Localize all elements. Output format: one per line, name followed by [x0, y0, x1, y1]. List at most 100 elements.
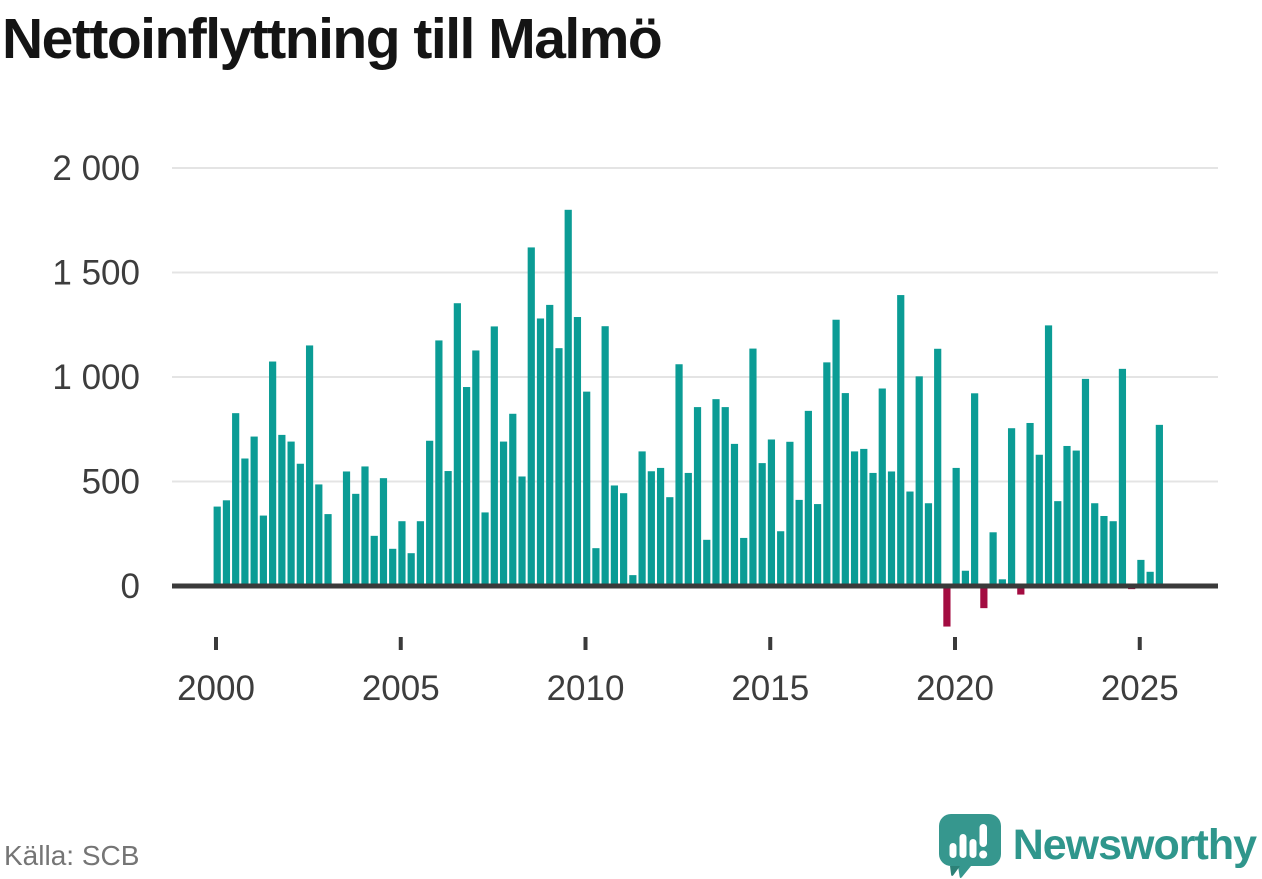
source-note: Källa: SCB [4, 840, 140, 871]
bar-positive [749, 348, 757, 586]
chart-title: Nettoinflyttning till Malmö [2, 7, 663, 71]
bar-negative [943, 586, 951, 627]
bar-positive [777, 531, 785, 586]
bar-negative [980, 586, 988, 609]
bar-positive [675, 364, 683, 586]
bar-positive [1081, 378, 1090, 586]
x-axis-tick [583, 637, 588, 650]
gridline [172, 271, 1218, 274]
bar-positive [832, 319, 840, 586]
y-axis-tick-label: 1 500 [52, 254, 140, 293]
newsworthy-logo-icon [938, 814, 1001, 878]
bar-positive [370, 535, 378, 586]
x-axis-tick [398, 637, 403, 650]
bar-positive [352, 493, 360, 586]
bar-positive [989, 532, 997, 586]
bar-positive [259, 515, 267, 586]
bar-positive [546, 304, 554, 586]
bar-positive [527, 247, 535, 587]
bar-positive [998, 579, 1006, 586]
bar-positive [721, 407, 729, 586]
bar-positive [1026, 422, 1034, 586]
bar-positive [472, 350, 480, 586]
bar-positive [241, 458, 249, 586]
bar-positive [222, 500, 231, 586]
bar-positive [814, 504, 822, 586]
bar-positive [416, 521, 425, 586]
bar-positive [703, 539, 711, 586]
bar-positive [1146, 571, 1154, 586]
x-axis-tick-label: 2025 [1101, 669, 1179, 708]
bar-positive [869, 472, 877, 586]
bar-positive [601, 326, 609, 586]
x-axis-tick-label: 2020 [916, 669, 994, 708]
bar-positive [324, 514, 332, 586]
bar-positive [620, 493, 628, 586]
bar-positive [906, 491, 914, 586]
x-axis-tick-label: 2000 [177, 669, 255, 708]
newsworthy-logo: Newsworthy [937, 812, 1257, 878]
bar-positive [712, 399, 720, 586]
bar-positive [915, 376, 923, 586]
bar-positive [823, 362, 831, 586]
bar-positive [897, 295, 905, 586]
bar-positive [592, 548, 600, 586]
bar-positive [1155, 424, 1163, 586]
x-axis-tick [1137, 637, 1142, 650]
bar-positive [656, 467, 665, 586]
y-axis-tick-label: 0 [121, 567, 140, 606]
bar-positive [730, 443, 739, 586]
x-axis-line [172, 583, 1218, 589]
bar-positive [518, 476, 526, 586]
bar-positive [444, 471, 452, 586]
bar-positive [555, 348, 563, 586]
bar-positive [426, 440, 434, 586]
bar-positive [693, 407, 702, 586]
bar-positive [1044, 325, 1053, 586]
bar-positive [398, 521, 406, 586]
bar-positive [499, 441, 508, 586]
bar-positive [629, 575, 637, 586]
bar-positive [1091, 503, 1099, 586]
bar-positive [952, 467, 960, 586]
bar-positive [1007, 428, 1016, 586]
bar-positive [481, 512, 489, 586]
bar-positive [296, 463, 304, 587]
bar-positive [1063, 445, 1071, 586]
x-axis-tick [214, 637, 218, 650]
bar-positive [961, 570, 969, 586]
bar-positive [786, 441, 794, 586]
bar-negative [1017, 586, 1025, 595]
bar-positive [305, 345, 314, 586]
x-axis-tick [953, 637, 957, 650]
bar-positive [804, 410, 812, 586]
bar-positive [610, 485, 618, 586]
bar-positive [887, 471, 896, 586]
bar-positive [666, 497, 674, 587]
bar-positive [934, 348, 942, 586]
bar-positive [342, 471, 351, 586]
bar-positive [767, 439, 776, 586]
bar-positive [213, 506, 221, 586]
y-axis-tick-label: 1 000 [52, 358, 140, 397]
bar-positive [250, 436, 258, 586]
bar-positive [924, 503, 933, 586]
bar-positive [315, 484, 323, 586]
bar-positive [878, 388, 886, 586]
bar-positive [1072, 450, 1080, 586]
bar-positive [573, 317, 582, 586]
bar-positive [971, 393, 979, 586]
bar-positive [1137, 559, 1145, 587]
bar-positive [453, 303, 461, 586]
bar-positive [638, 451, 646, 586]
bar-positive [860, 448, 868, 586]
bar-positive [841, 393, 849, 586]
bar-positive [232, 413, 240, 586]
y-axis-tick-label: 2 000 [52, 149, 140, 188]
bar-positive [490, 326, 498, 586]
newsworthy-wordmark: Newsworthy [1012, 821, 1257, 869]
bar-positive [435, 340, 443, 586]
bar-positive [389, 548, 397, 586]
speech-bubble-tail-shade [949, 866, 960, 877]
x-axis-tick-label: 2015 [731, 669, 809, 708]
